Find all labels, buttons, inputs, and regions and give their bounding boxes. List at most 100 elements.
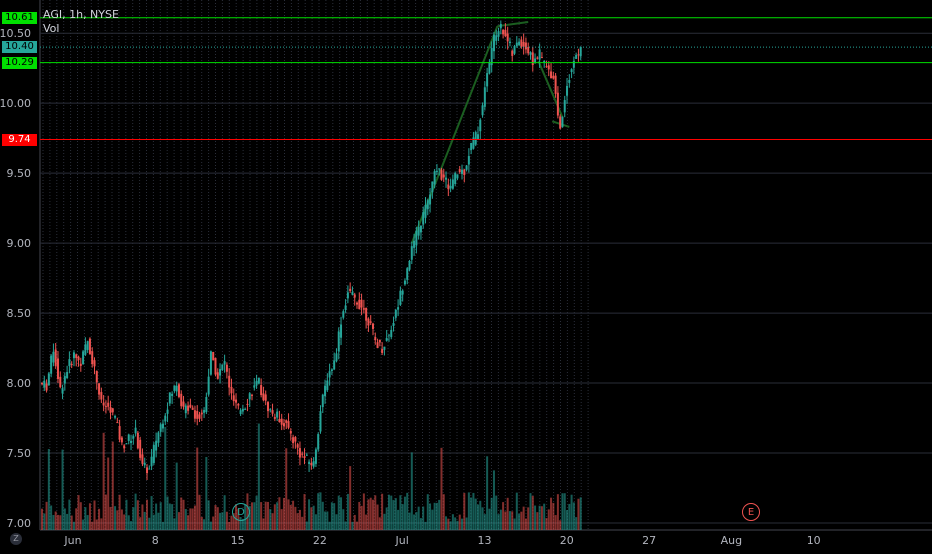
volume-bar bbox=[54, 511, 57, 530]
scale-toggle-button[interactable]: Z bbox=[10, 533, 22, 545]
candle-body bbox=[253, 385, 256, 388]
candle-body bbox=[266, 402, 269, 412]
volume-bar bbox=[314, 514, 317, 530]
volume-bar bbox=[287, 499, 290, 530]
candle-body bbox=[66, 372, 69, 379]
volume-bar bbox=[107, 457, 110, 530]
price-level-badge: 9.74 bbox=[2, 133, 37, 146]
candle-body bbox=[109, 406, 112, 413]
candle-body bbox=[114, 416, 117, 418]
volume-bar bbox=[342, 509, 345, 530]
volume-bar bbox=[440, 447, 443, 530]
symbol-title[interactable]: AGI, 1h, NYSE bbox=[43, 8, 119, 21]
candle-body bbox=[506, 33, 509, 42]
volume-bar bbox=[330, 502, 333, 530]
volume-bar bbox=[349, 466, 352, 530]
candle-body bbox=[314, 449, 317, 464]
x-tick-label: 8 bbox=[152, 534, 159, 547]
candle-body bbox=[461, 169, 464, 174]
candle-body bbox=[522, 41, 525, 47]
volume-bar bbox=[467, 492, 470, 530]
price-level-badge: 10.61 bbox=[2, 11, 37, 24]
volume-bar bbox=[335, 514, 338, 530]
candle-body bbox=[146, 467, 149, 474]
volume-bar bbox=[556, 494, 559, 530]
volume-bar bbox=[488, 508, 491, 530]
volume-bar bbox=[260, 502, 263, 530]
candle-body bbox=[301, 453, 304, 455]
candle-body bbox=[511, 50, 514, 56]
candle-body bbox=[349, 288, 352, 291]
volume-bar bbox=[451, 514, 454, 530]
candle-body bbox=[438, 168, 441, 170]
volume-bar bbox=[56, 514, 59, 530]
candle-body bbox=[554, 75, 557, 94]
volume-indicator-label[interactable]: Vol bbox=[43, 22, 60, 35]
volume-bar bbox=[351, 521, 354, 530]
candle-body bbox=[308, 461, 311, 465]
candle-body bbox=[159, 424, 162, 432]
candle-body bbox=[433, 171, 436, 185]
volume-bar bbox=[559, 520, 562, 530]
volume-bar bbox=[524, 518, 527, 530]
candle-body bbox=[451, 179, 454, 189]
candle-body bbox=[360, 299, 363, 308]
volume-bar bbox=[540, 506, 543, 530]
candle-body bbox=[566, 85, 569, 96]
event-marker-d[interactable]: D bbox=[232, 503, 250, 521]
candle-body bbox=[260, 385, 263, 396]
volume-bar bbox=[365, 514, 368, 530]
volume-bar bbox=[173, 518, 176, 530]
candle-body bbox=[394, 309, 397, 318]
volume-bar bbox=[570, 494, 573, 530]
volume-bar bbox=[301, 516, 304, 530]
candle-body bbox=[251, 394, 254, 396]
candle-body bbox=[294, 437, 297, 442]
volume-bar bbox=[499, 509, 502, 530]
event-marker-e[interactable]: E bbox=[742, 503, 760, 521]
volume-bar bbox=[127, 515, 130, 530]
volume-bar bbox=[305, 521, 308, 530]
volume-bar bbox=[547, 509, 550, 530]
volume-bar bbox=[203, 519, 206, 530]
candle-body bbox=[385, 338, 388, 341]
volume-bar bbox=[257, 423, 260, 530]
candle-body bbox=[346, 292, 349, 299]
candle-body bbox=[456, 174, 459, 179]
candle-body bbox=[344, 305, 347, 310]
volume-bar bbox=[219, 512, 222, 530]
volume-bar bbox=[251, 502, 254, 530]
volume-bar bbox=[442, 494, 445, 530]
volume-bar bbox=[91, 521, 94, 530]
candle-body bbox=[285, 420, 288, 423]
volume-bar bbox=[515, 492, 518, 530]
volume-bar bbox=[545, 518, 548, 530]
candle-body bbox=[340, 324, 343, 338]
volume-bar bbox=[155, 503, 158, 530]
candle-body bbox=[429, 194, 432, 205]
volume-bar bbox=[100, 518, 103, 530]
volume-bar bbox=[223, 495, 226, 530]
volume-bar bbox=[248, 506, 251, 530]
candle-body bbox=[111, 408, 114, 413]
candle-body bbox=[454, 173, 457, 184]
volume-bar bbox=[394, 498, 397, 530]
candle-body bbox=[531, 52, 534, 66]
candle-body bbox=[476, 134, 479, 140]
candle-body bbox=[486, 73, 489, 87]
candle-body bbox=[244, 408, 247, 410]
volume-bar bbox=[63, 508, 66, 530]
volume-bar bbox=[383, 513, 386, 530]
volume-bar bbox=[171, 504, 174, 530]
candle-body bbox=[161, 423, 164, 429]
candle-body bbox=[419, 225, 422, 233]
volume-bar bbox=[424, 521, 427, 530]
volume-bar bbox=[285, 448, 288, 530]
volume-bar bbox=[189, 508, 192, 530]
candle-body bbox=[406, 268, 409, 280]
volume-bar bbox=[474, 498, 477, 530]
candle-body bbox=[390, 329, 393, 338]
volume-bar bbox=[490, 497, 493, 530]
